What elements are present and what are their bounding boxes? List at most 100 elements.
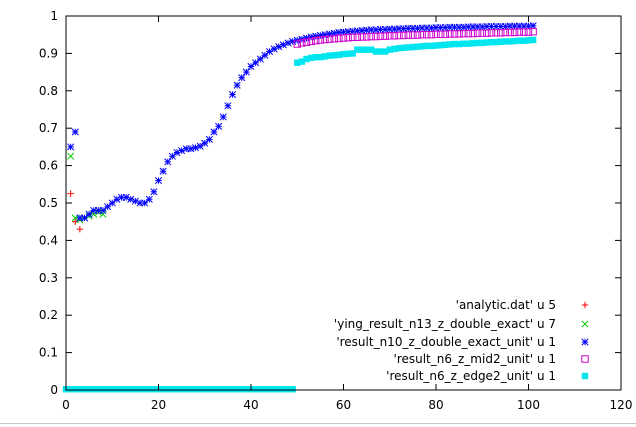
data-point	[395, 44, 403, 52]
data-point	[432, 42, 440, 49]
data-point	[321, 35, 329, 44]
data-point	[344, 50, 352, 57]
data-point	[497, 38, 504, 46]
data-point	[266, 386, 273, 393]
data-point	[316, 36, 325, 44]
data-point	[529, 28, 537, 36]
data-point	[159, 386, 167, 393]
data-point	[460, 29, 468, 38]
data-point	[502, 38, 509, 45]
series-4	[293, 28, 537, 48]
y-tick-label: 0.5	[39, 196, 58, 210]
data-point	[399, 31, 408, 40]
data-point	[206, 386, 213, 393]
data-point	[80, 214, 89, 222]
data-point	[321, 53, 329, 60]
data-point	[252, 59, 260, 67]
data-point	[515, 28, 523, 36]
data-point	[465, 40, 472, 47]
data-point	[220, 386, 227, 393]
data-point	[307, 37, 315, 46]
data-point	[76, 225, 84, 233]
data-point	[501, 28, 510, 37]
data-point	[335, 51, 343, 59]
data-point	[85, 386, 93, 393]
data-point	[427, 31, 436, 39]
data-point	[280, 386, 287, 393]
data-point	[169, 386, 176, 393]
data-point	[511, 37, 518, 45]
data-point	[293, 40, 301, 48]
data-point	[340, 50, 347, 58]
data-point	[307, 54, 315, 62]
data-point	[377, 48, 384, 55]
x-tick-label: 40	[243, 398, 258, 412]
data-point	[423, 31, 431, 39]
data-point	[469, 29, 477, 38]
data-point	[381, 48, 389, 55]
data-point	[201, 139, 209, 147]
data-point	[529, 22, 537, 30]
data-point	[67, 386, 74, 393]
legend-entry-label: 'result_n6_z_edge2_unit' u 1	[386, 369, 556, 383]
legend-entry-label: 'analytic.dat' u 5	[456, 298, 556, 312]
data-point	[520, 28, 528, 36]
data-point	[99, 206, 107, 215]
data-point	[376, 32, 385, 40]
data-point	[173, 148, 181, 157]
data-point	[362, 33, 371, 41]
data-point	[409, 31, 417, 39]
data-point	[229, 386, 236, 393]
x-tick-label: 80	[428, 398, 443, 412]
data-point	[344, 33, 352, 42]
data-point	[474, 39, 481, 47]
legend-entry-marker	[581, 338, 589, 346]
data-point	[386, 32, 394, 40]
data-point	[446, 41, 454, 48]
x-tick-label: 100	[517, 398, 540, 412]
data-point	[483, 29, 491, 37]
data-point	[335, 34, 343, 43]
data-point	[67, 143, 75, 151]
data-point	[298, 58, 306, 65]
data-point	[487, 29, 496, 37]
data-point	[224, 102, 232, 110]
data-point	[219, 113, 227, 121]
data-point	[409, 43, 417, 51]
data-point	[492, 38, 500, 46]
data-point	[479, 39, 486, 47]
data-point	[233, 386, 241, 393]
data-point	[331, 52, 338, 59]
data-point	[289, 386, 296, 393]
data-point	[381, 32, 389, 40]
data-point	[109, 386, 116, 393]
data-point	[349, 33, 357, 42]
data-point	[418, 43, 426, 50]
data-point	[187, 386, 195, 393]
data-point	[145, 195, 153, 203]
data-point	[238, 74, 246, 82]
data-point	[432, 30, 440, 39]
y-tick-label: 0.8	[39, 84, 58, 98]
data-point	[168, 152, 176, 160]
x-tick-label: 120	[610, 398, 633, 412]
data-point	[358, 33, 366, 41]
data-point	[243, 386, 250, 393]
data-point	[210, 386, 218, 393]
data-point	[210, 128, 218, 136]
data-point	[261, 51, 269, 59]
axis-ticks-layer: 0 0.1 0.2 0.3 0.4 0.5 0.6 0.7 0.8 0.9 1 0 20 40 60 80 10…	[39, 9, 633, 412]
data-point	[372, 32, 380, 41]
data-point	[108, 199, 116, 207]
data-point	[122, 386, 130, 393]
y-tick-label: 0.7	[39, 121, 58, 135]
data-point	[228, 90, 237, 99]
data-point	[95, 386, 102, 393]
data-point	[473, 29, 482, 37]
data-point	[446, 30, 454, 38]
legend-entry-label: 'ying_result_n13_z_double_exact' u 7	[334, 317, 556, 331]
data-point	[191, 144, 200, 152]
data-point	[488, 38, 495, 46]
data-point	[141, 386, 148, 393]
data-point	[104, 386, 111, 393]
